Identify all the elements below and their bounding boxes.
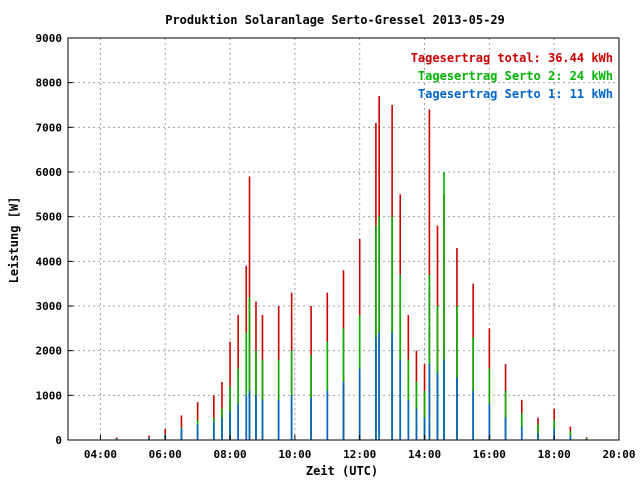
bar-serto-1 bbox=[375, 337, 377, 440]
bar-serto-1 bbox=[553, 428, 555, 440]
bar-serto-1 bbox=[180, 428, 183, 440]
legend: Tagesertrag total: 36.44 kWh Tagesertrag … bbox=[411, 51, 613, 101]
bar-serto-1 bbox=[423, 417, 426, 440]
bar-serto-2 bbox=[443, 172, 445, 440]
bar-serto-2 bbox=[423, 390, 426, 440]
y-axis-label: Leistung [W] bbox=[7, 197, 21, 284]
bar-serto-2 bbox=[290, 350, 293, 440]
bar-serto-2 bbox=[537, 424, 539, 440]
y-tick-label: 1000 bbox=[36, 389, 63, 402]
x-tick-label: 18:00 bbox=[538, 448, 571, 461]
bar-serto-1 bbox=[229, 410, 231, 440]
bar-serto-1 bbox=[456, 377, 458, 440]
bar-serto-1 bbox=[415, 408, 418, 440]
x-tick-label: 14:00 bbox=[408, 448, 441, 461]
y-tick-label: 9000 bbox=[36, 32, 63, 45]
bar-serto-2 bbox=[248, 297, 251, 440]
bar-serto-1 bbox=[436, 373, 439, 440]
y-tick-label: 7000 bbox=[36, 121, 63, 134]
x-tick-label: 06:00 bbox=[149, 448, 182, 461]
bar-serto-2 bbox=[504, 390, 507, 440]
bar-serto-1 bbox=[472, 390, 474, 440]
bar-serto-2 bbox=[375, 225, 377, 440]
x-tick-label: 16:00 bbox=[473, 448, 506, 461]
bar-serto-1 bbox=[488, 404, 491, 440]
x-tick-label: 20:00 bbox=[602, 448, 635, 461]
bar-serto-1 bbox=[399, 359, 402, 440]
x-tick-label: 04:00 bbox=[84, 448, 117, 461]
plot-frame bbox=[67, 37, 620, 441]
bar-serto-2 bbox=[245, 332, 248, 440]
bar-serto-1 bbox=[277, 399, 280, 440]
bar-serto-1 bbox=[213, 422, 215, 440]
bar-serto-1 bbox=[290, 395, 293, 440]
y-tick-label: 4000 bbox=[36, 255, 63, 268]
bar-serto-1 bbox=[148, 437, 150, 440]
bar-serto-2 bbox=[378, 216, 380, 440]
y-tick-label: 6000 bbox=[36, 166, 63, 179]
legend-entry: Tagesertrag total: 36.44 kWh bbox=[411, 51, 613, 65]
x-tick-label: 10:00 bbox=[278, 448, 311, 461]
bar-serto-1 bbox=[221, 417, 223, 440]
bars bbox=[115, 96, 588, 441]
bar-serto-1 bbox=[378, 332, 380, 440]
bar-total bbox=[164, 428, 167, 440]
legend-entry: Tagesertrag Serto 2: 24 kWh bbox=[418, 69, 613, 83]
bar-serto-1 bbox=[248, 390, 251, 440]
bar-serto-1 bbox=[358, 368, 361, 440]
y-tick-label: 5000 bbox=[36, 211, 63, 224]
bar-serto-2 bbox=[391, 216, 393, 440]
bar-serto-1 bbox=[407, 399, 410, 440]
bar-serto-2 bbox=[456, 306, 458, 440]
y-tick-label: 2000 bbox=[36, 345, 63, 358]
y-tick-label: 0 bbox=[55, 434, 62, 447]
bar-serto-2 bbox=[399, 274, 402, 440]
bar-serto-1 bbox=[245, 395, 248, 440]
chart-title: Produktion Solaranlage Serto-Gressel 201… bbox=[165, 13, 505, 27]
bar-serto-1 bbox=[428, 364, 431, 440]
bar-serto-1 bbox=[391, 332, 393, 440]
x-tick-label: 12:00 bbox=[343, 448, 376, 461]
bar-serto-1 bbox=[443, 359, 445, 440]
bar-serto-1 bbox=[196, 424, 199, 440]
bar-serto-1 bbox=[237, 404, 239, 440]
bar-serto-2 bbox=[310, 355, 312, 440]
bar-serto-1 bbox=[255, 395, 257, 440]
y-tick-label: 8000 bbox=[36, 77, 63, 90]
bar-serto-1 bbox=[537, 433, 539, 440]
bar-serto-1 bbox=[261, 399, 264, 440]
bar-serto-1 bbox=[504, 417, 507, 440]
bar-serto-1 bbox=[569, 435, 572, 440]
x-tick-label: 08:00 bbox=[213, 448, 246, 461]
bar-serto-2 bbox=[472, 337, 474, 440]
axes: 0 1000 2000 3000 4000 5000 6000 7000 8000 9000 04:… bbox=[36, 32, 636, 461]
bar-serto-1 bbox=[115, 438, 118, 440]
legend-entry: Tagesertrag Serto 1: 11 kWh bbox=[418, 87, 613, 101]
bar-serto-1 bbox=[326, 390, 329, 440]
bar-serto-2 bbox=[255, 350, 257, 440]
bar-serto-1 bbox=[310, 397, 312, 440]
bar-serto-1 bbox=[520, 426, 523, 440]
bar-serto-1 bbox=[342, 381, 345, 440]
x-axis-label: Zeit (UTC) bbox=[306, 464, 378, 478]
bar-serto-2 bbox=[428, 274, 431, 440]
y-tick-label: 3000 bbox=[36, 300, 63, 313]
